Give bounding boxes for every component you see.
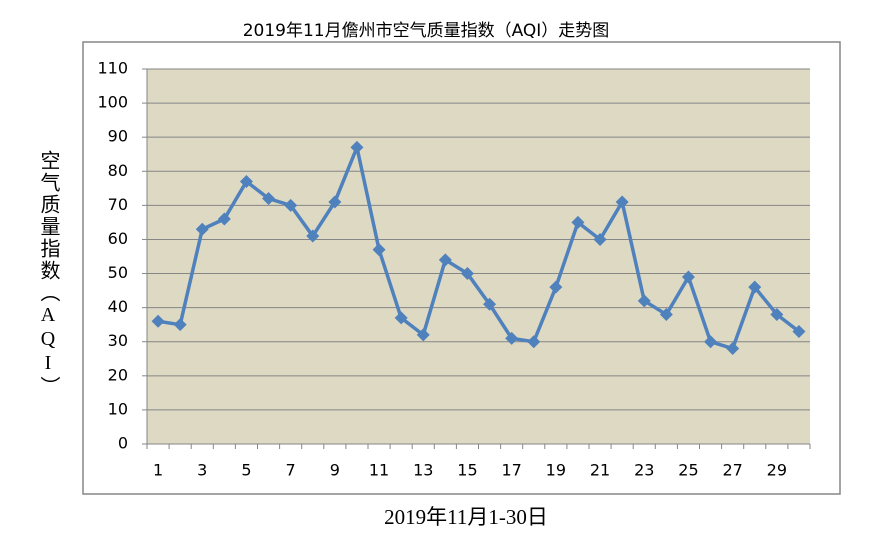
y-tick-label: 0 [118, 434, 128, 453]
marker [239, 175, 253, 188]
marker [195, 222, 209, 236]
y-tick-label: 20 [108, 365, 128, 384]
marker [571, 215, 585, 229]
marker [748, 280, 762, 294]
chart-title: 2019年11月儋州市空气质量指数（AQI）走势图 [243, 21, 610, 41]
marker [173, 318, 187, 332]
x-tick-label: 21 [590, 461, 610, 480]
marker [262, 192, 276, 206]
y-tick-label: 100 [97, 93, 128, 112]
y-tick-label: 110 [97, 59, 128, 78]
marker [328, 195, 342, 209]
y-tick-label: 60 [108, 229, 128, 248]
x-tick-label: 3 [197, 461, 207, 480]
marker [438, 253, 452, 267]
marker [770, 307, 784, 321]
x-tick-label: 25 [678, 461, 698, 480]
marker [460, 267, 474, 281]
marker [659, 307, 673, 321]
marker [416, 328, 430, 342]
marker [306, 229, 320, 243]
marker [394, 311, 408, 325]
y-tick-label: 80 [108, 161, 128, 180]
x-tick-label: 1 [153, 461, 163, 480]
x-tick-label: 23 [634, 461, 654, 480]
marker [284, 198, 298, 212]
y-tick-label: 40 [108, 297, 128, 316]
marker [527, 335, 541, 349]
marker [726, 342, 740, 356]
x-tick-label: 27 [722, 461, 742, 480]
marker [217, 212, 231, 226]
x-tick-label: 11 [369, 461, 389, 480]
marker [549, 280, 563, 294]
y-axis-title: 空气质量指数（AQI） [37, 150, 60, 398]
y-tick-label: 70 [108, 195, 128, 214]
y-tick-label: 90 [108, 127, 128, 146]
marker [615, 195, 629, 209]
line [157, 145, 801, 351]
plot-area [147, 69, 810, 444]
marker [593, 232, 607, 246]
marker [151, 314, 165, 328]
marker [792, 325, 806, 338]
marker [681, 270, 695, 284]
x-axis-title: 2019年11月1-30日 [384, 505, 548, 529]
x-tick-label: 29 [767, 461, 787, 480]
x-tick-label: 13 [413, 461, 433, 480]
x-tick-label: 17 [501, 461, 521, 480]
marker [372, 243, 386, 257]
marker [704, 335, 718, 349]
x-tick-label: 7 [286, 461, 296, 480]
x-tick-label: 9 [330, 461, 340, 480]
x-tick-label: 5 [241, 461, 251, 480]
x-tick-label: 15 [457, 461, 477, 480]
marker [637, 294, 651, 308]
y-tick-label: 30 [108, 331, 128, 350]
y-tick-label: 50 [108, 263, 128, 282]
x-tick-label: 19 [546, 461, 566, 480]
marker [483, 297, 497, 311]
y-tick-label: 10 [108, 399, 128, 418]
marker [505, 331, 519, 345]
marker [350, 140, 364, 154]
